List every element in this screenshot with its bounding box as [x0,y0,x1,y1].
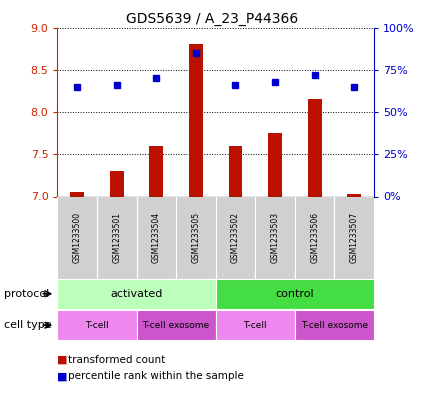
Bar [136,196,176,279]
Bar [136,310,215,340]
Bar [295,310,374,340]
Bar [295,196,334,279]
Text: GSM1233502: GSM1233502 [231,212,240,263]
Bar [150,146,163,196]
Bar [215,279,374,309]
Bar [57,279,215,309]
Bar [334,196,374,279]
Text: activated: activated [110,289,163,299]
Bar [189,44,203,196]
Bar [110,171,124,196]
Text: T-cell exosome: T-cell exosome [142,321,210,330]
Text: GDS5639 / A_23_P44366: GDS5639 / A_23_P44366 [126,12,299,26]
Text: GSM1233503: GSM1233503 [271,212,280,263]
Text: GSM1233501: GSM1233501 [112,212,121,263]
Bar [347,194,361,196]
Text: T-cell: T-cell [85,321,109,330]
Text: GSM1233507: GSM1233507 [350,212,359,263]
Text: ■: ■ [57,354,68,365]
Bar [268,133,282,196]
Bar [255,196,295,279]
Bar [308,99,322,196]
Text: percentile rank within the sample: percentile rank within the sample [68,371,244,382]
Text: transformed count: transformed count [68,354,165,365]
Text: GSM1233500: GSM1233500 [73,212,82,263]
Text: GSM1233506: GSM1233506 [310,212,319,263]
Text: protocol: protocol [4,289,49,299]
Bar [57,310,136,340]
Text: control: control [275,289,314,299]
Bar [70,192,84,196]
Bar [229,146,242,196]
Bar [215,310,295,340]
Text: cell type: cell type [4,320,52,330]
Text: GSM1233505: GSM1233505 [191,212,201,263]
Text: T-cell exosome: T-cell exosome [301,321,368,330]
Bar [57,196,97,279]
Text: GSM1233504: GSM1233504 [152,212,161,263]
Bar [97,196,136,279]
Text: T-cell: T-cell [244,321,267,330]
Text: ■: ■ [57,371,68,382]
Bar [176,196,215,279]
Bar [215,196,255,279]
